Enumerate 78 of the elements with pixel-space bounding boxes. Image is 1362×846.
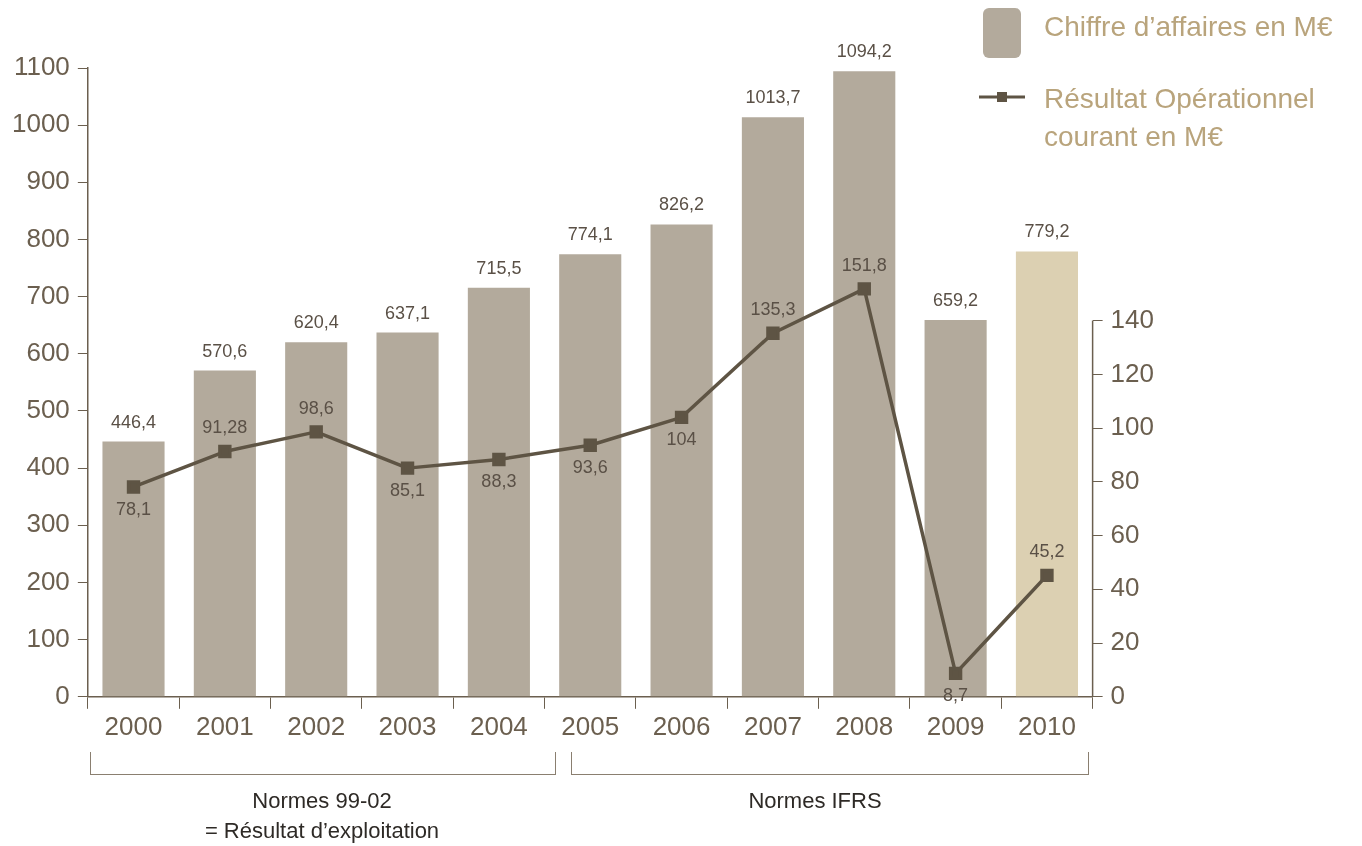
x-tick-label: 2006 <box>652 710 711 741</box>
y2-tick-label: 20 <box>1110 626 1140 657</box>
bar <box>833 71 896 697</box>
x-tick-label: 2007 <box>744 710 802 741</box>
y-tick-label: 1100 <box>13 51 70 82</box>
x-tick-label: 2003 <box>378 710 437 741</box>
y-tick-label: 700 <box>26 279 70 310</box>
data-label: 774,1 <box>567 224 613 245</box>
legend-label: Chiffre d’affaires en M€ <box>1044 10 1333 44</box>
point <box>948 666 963 681</box>
text: Normes 99-02 <box>252 788 392 814</box>
data-label: 659,2 <box>933 289 979 310</box>
y-tick-label: 600 <box>26 336 70 367</box>
y2-tick-label: 80 <box>1110 465 1140 495</box>
data-label: 570,6 <box>202 340 248 361</box>
point <box>857 282 871 296</box>
data-label: 620,4 <box>293 312 339 333</box>
y-tick-label: 300 <box>26 508 70 539</box>
x-tick-label: 2009 <box>926 710 985 741</box>
y2-tick-label: 140 <box>1110 303 1155 334</box>
point <box>400 461 415 475</box>
data-label: 88,3 <box>481 471 517 492</box>
data-label: 779,2 <box>1024 221 1070 242</box>
data-label: 715,5 <box>476 257 522 278</box>
y-tick-label: 400 <box>26 451 70 482</box>
bar <box>376 332 439 697</box>
x-tick-label: 2001 <box>195 710 254 741</box>
y-tick-label: 200 <box>26 565 70 596</box>
y-tick-label: 100 <box>26 622 70 653</box>
x-tick-label: 2004 <box>469 710 528 741</box>
point <box>583 438 597 452</box>
text: Normes IFRS <box>748 788 882 814</box>
y-tick-label: 0 <box>55 679 70 710</box>
y-tick-label: 500 <box>26 394 70 425</box>
data-label: 1013,7 <box>745 87 801 108</box>
point <box>674 410 689 425</box>
bar <box>285 342 348 697</box>
data-label: 85,1 <box>390 480 426 501</box>
data-label: 826,2 <box>659 194 705 215</box>
legend-label: Résultat Opérationnel courant en M€ <box>1044 82 1316 154</box>
bar <box>650 224 713 697</box>
y-tick-label: 800 <box>26 222 70 253</box>
data-label: 446,4 <box>110 411 157 432</box>
data-label: 1094,2 <box>836 41 892 62</box>
data-label: 98,6 <box>298 397 334 418</box>
data-label: 93,6 <box>572 457 608 478</box>
y2-tick-label: 0 <box>1110 679 1126 710</box>
y2-tick-label: 60 <box>1110 518 1140 549</box>
y2-tick-label: 100 <box>1110 411 1155 442</box>
bar <box>193 370 256 697</box>
y-tick-label: 1000 <box>12 108 70 139</box>
y-tick-label: 900 <box>26 165 70 196</box>
point <box>766 326 780 340</box>
bar <box>741 117 804 697</box>
point <box>492 452 506 467</box>
x-tick-label: 2002 <box>287 710 346 741</box>
x-tick-label: 2005 <box>561 710 620 741</box>
x-tick-label: 2010 <box>1018 710 1076 741</box>
data-label: 135,3 <box>750 299 796 320</box>
bar <box>467 287 530 697</box>
data-label: 91,28 <box>202 417 248 438</box>
x-tick-label: 2008 <box>835 710 894 741</box>
text: = Résultat d’exploitation <box>204 818 440 844</box>
data-label: 78,1 <box>115 498 152 519</box>
data-label: 45,2 <box>1029 541 1065 562</box>
y2-tick-label: 120 <box>1110 357 1155 388</box>
bar <box>1015 251 1079 697</box>
bar <box>559 254 622 697</box>
point <box>309 425 323 439</box>
point <box>218 444 232 459</box>
data-label: 637,1 <box>385 302 431 323</box>
data-label: 104 <box>666 429 697 450</box>
point <box>1040 568 1054 583</box>
point <box>126 480 141 494</box>
y2-tick-label: 40 <box>1110 572 1140 603</box>
data-label: 151,8 <box>841 254 887 275</box>
x-tick-label: 2000 <box>104 710 163 741</box>
bar <box>102 441 165 697</box>
